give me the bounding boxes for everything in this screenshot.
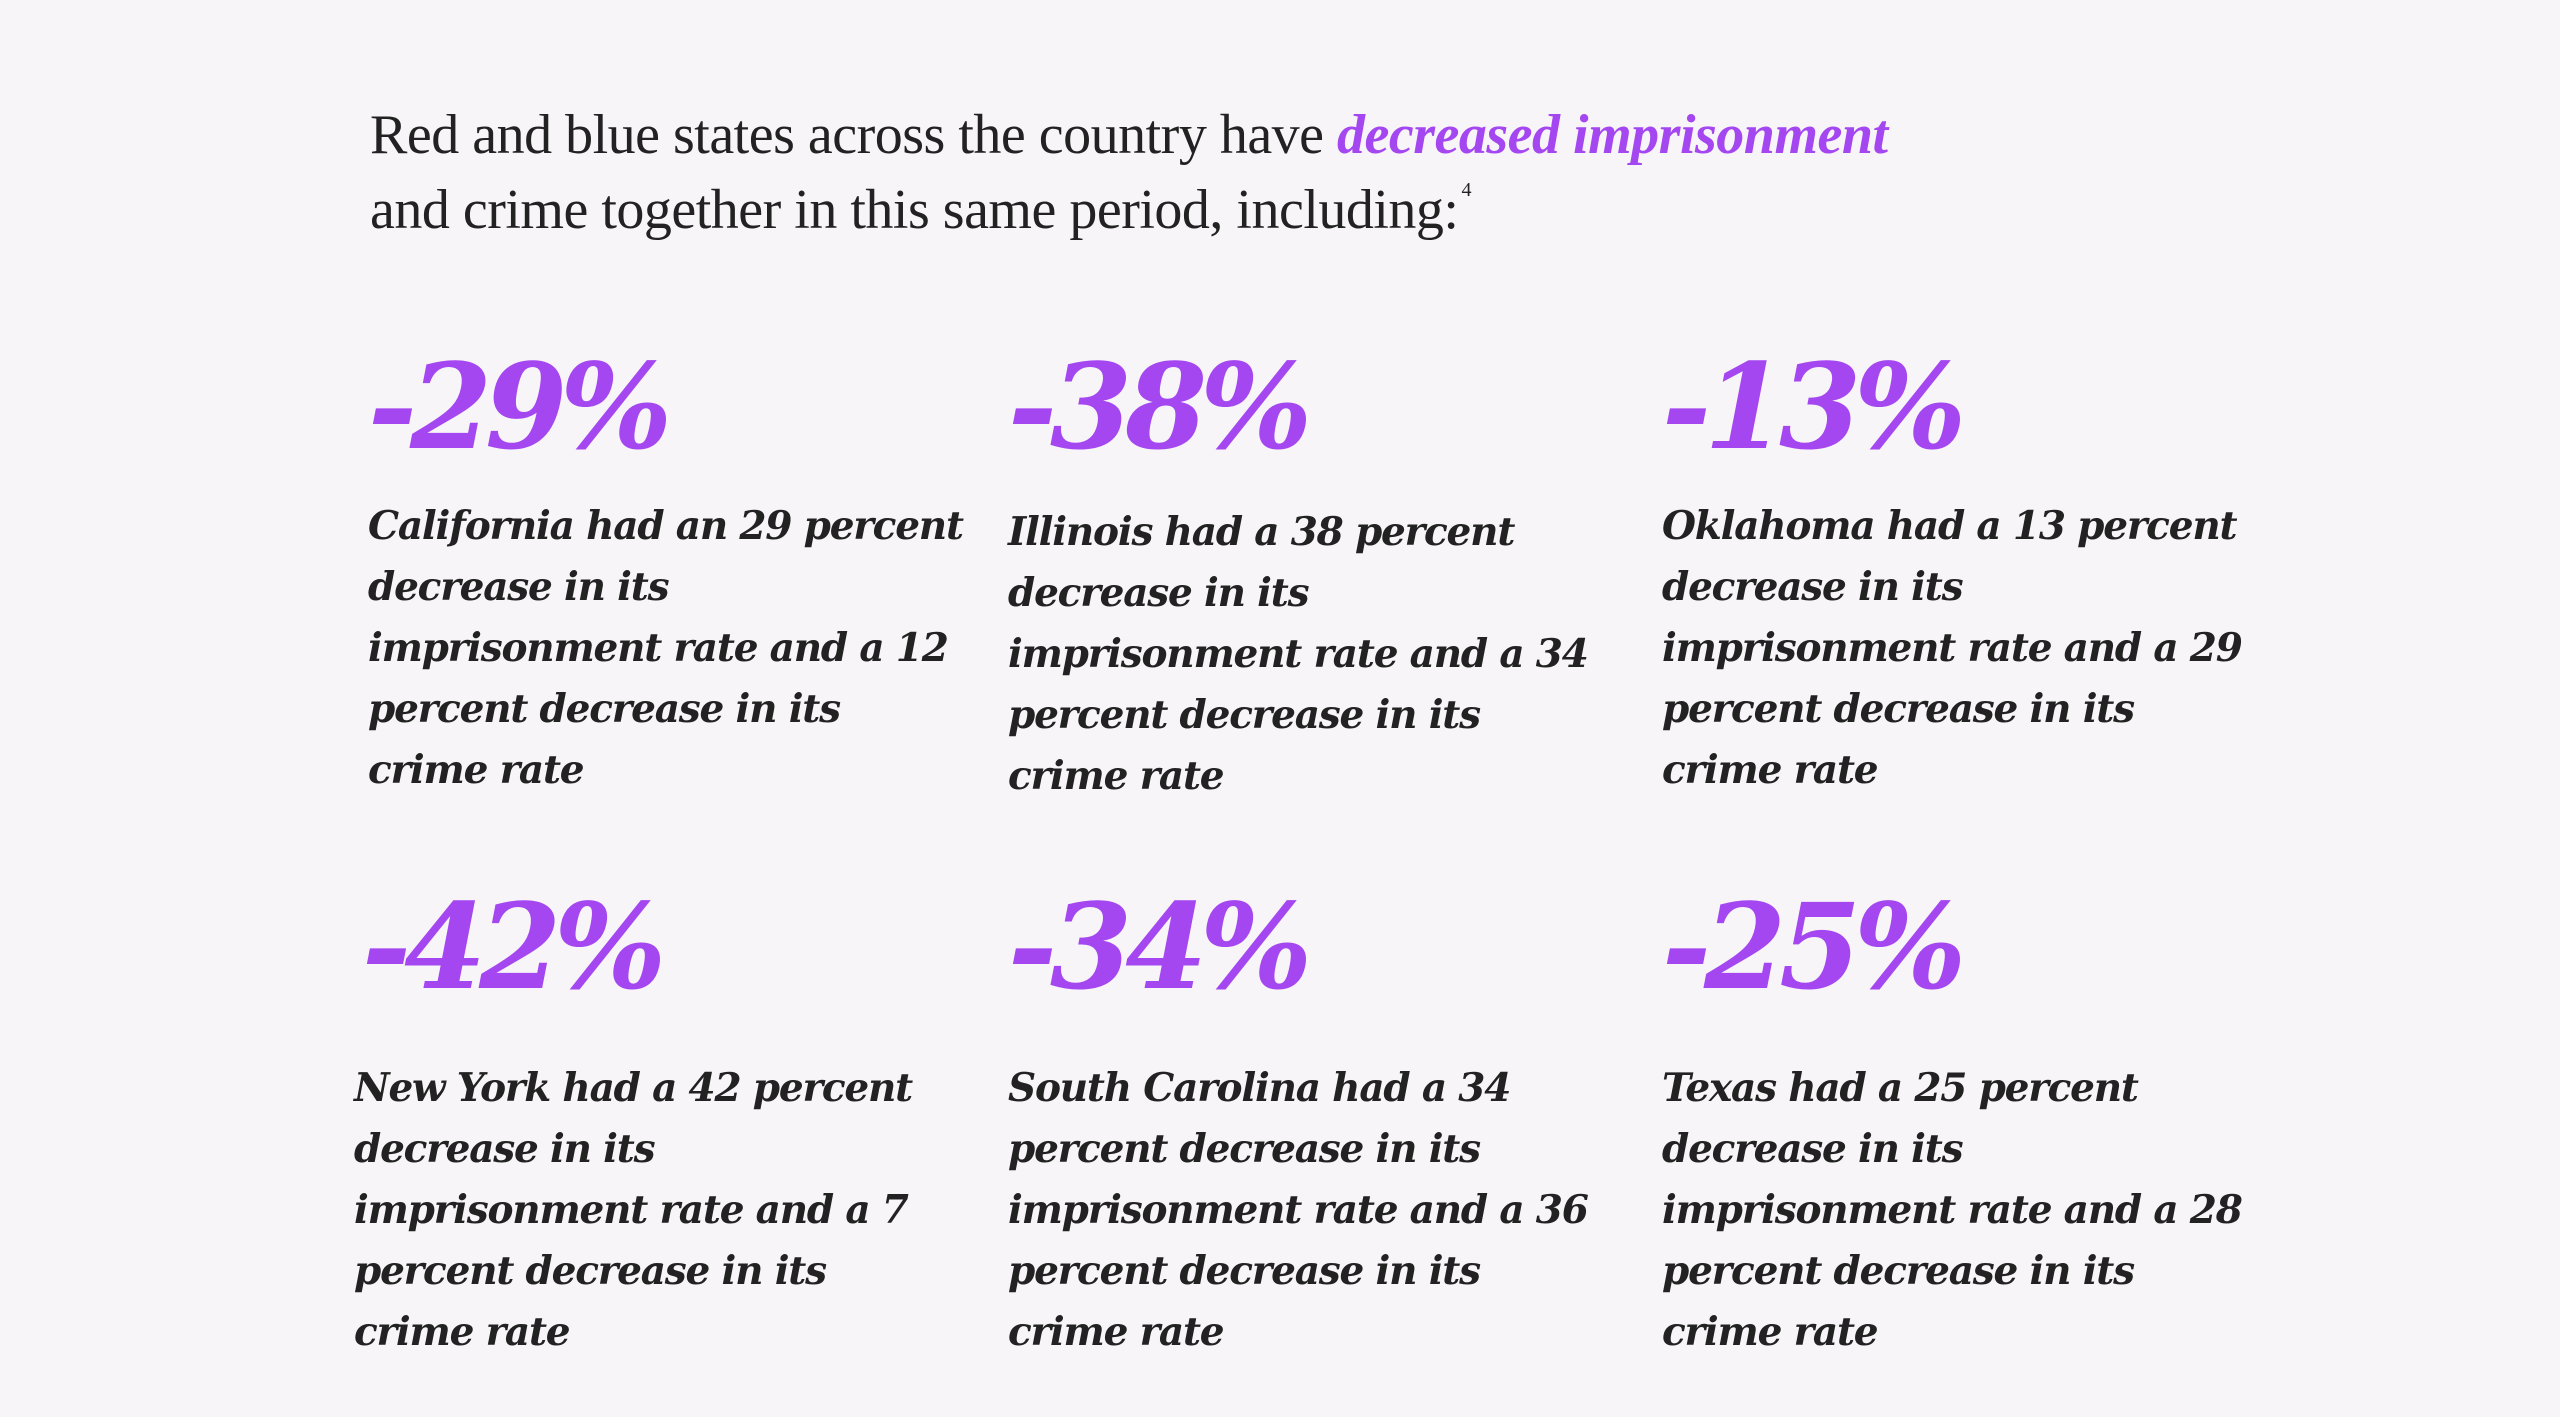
- stat-description: South Carolina had a 34 percent decrease…: [1008, 1065, 1589, 1355]
- stat-description: Texas had a 25 percent decrease in its i…: [1662, 1065, 2243, 1355]
- stat-value: -13%: [1662, 337, 1966, 476]
- stat-texas: -25% Texas had a 25 percent decrease in …: [1662, 888, 2262, 1363]
- headline: Red and blue states across the country h…: [370, 98, 2170, 248]
- stat-california: -29% California had an 29 percent decrea…: [368, 348, 968, 801]
- stat-value: -38%: [1008, 337, 1312, 476]
- stat-value: -29%: [368, 337, 672, 476]
- stat-new-york: -42% New York had a 42 percent decrease …: [354, 877, 962, 1363]
- stat-description: New York had a 42 percent decrease in it…: [354, 1065, 913, 1355]
- headline-text-start: Red and blue states across the country h…: [370, 104, 1338, 166]
- stat-illinois: -38% Illinois had a 38 percent decrease …: [1008, 348, 1608, 807]
- headline-highlight: decreased imprisonment: [1337, 104, 1888, 166]
- stat-south-carolina: -34% South Carolina had a 34 percent dec…: [1008, 888, 1608, 1363]
- stat-description: California had an 29 percent decrease in…: [368, 503, 964, 793]
- stat-description: Illinois had a 38 percent decrease in it…: [1008, 509, 1589, 799]
- stat-value: -25%: [1662, 877, 1966, 1016]
- footnote-marker: 4: [1461, 179, 1472, 201]
- headline-text-end: and crime together in this same period, …: [370, 179, 1459, 241]
- stat-value: -34%: [1008, 877, 1312, 1016]
- stat-description: Oklahoma had a 13 percent decrease in it…: [1662, 503, 2243, 793]
- stat-value: -42%: [362, 877, 666, 1016]
- stat-oklahoma: -13% Oklahoma had a 13 percent decrease …: [1662, 348, 2262, 801]
